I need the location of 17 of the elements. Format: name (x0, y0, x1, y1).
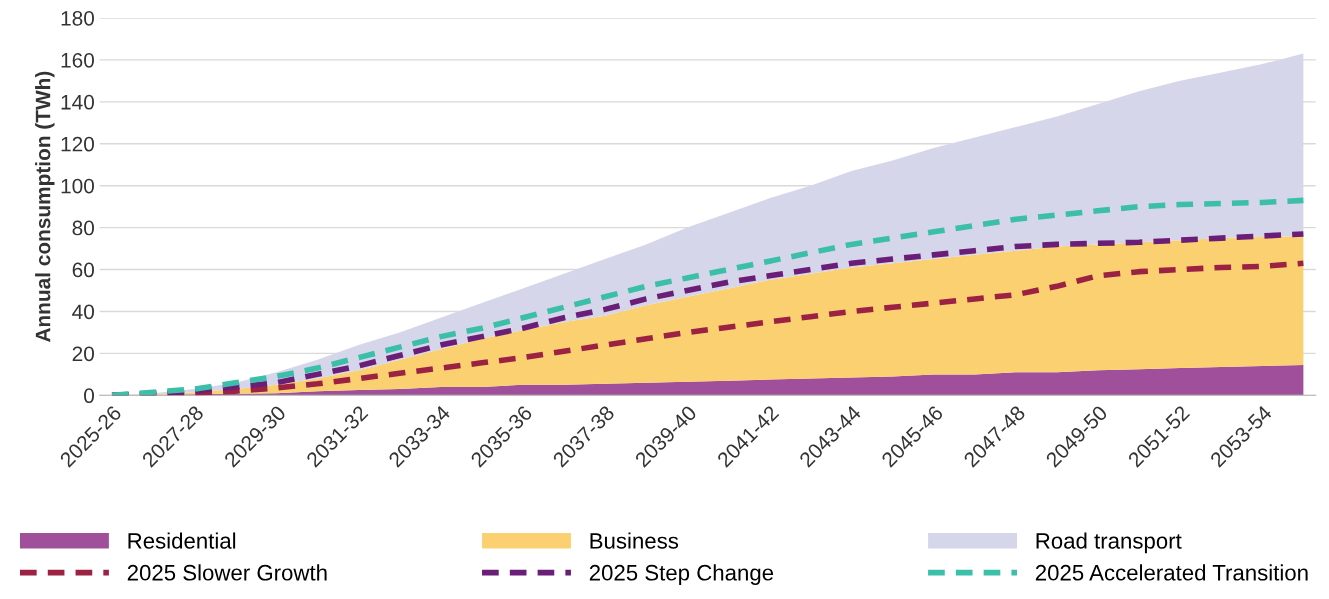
legend-label: 2025 Accelerated Transition (1035, 564, 1308, 581)
y-tick-label: 120 (61, 136, 94, 152)
y-tick-label: 20 (72, 346, 94, 362)
y-tick-label: 160 (61, 52, 94, 68)
y-tick-label: 80 (72, 220, 94, 236)
y-tick-label: 100 (61, 178, 94, 194)
legend-label: 2025 Step Change (589, 564, 774, 585)
y-tick-label: 140 (61, 94, 94, 110)
y-axis-title: Annual consumption (TWh) (35, 71, 55, 343)
legend-label: Business (590, 532, 679, 549)
legend-label: Road transport (1036, 532, 1182, 554)
legend-label: 2025 Slower Growth (127, 564, 327, 581)
y-tick-label: 40 (72, 304, 94, 320)
y-tick-label: 0 (84, 388, 94, 404)
y-tick-label: 180 (61, 10, 94, 26)
legend-label: Residential (128, 532, 236, 549)
y-tick-label: 60 (72, 262, 94, 278)
